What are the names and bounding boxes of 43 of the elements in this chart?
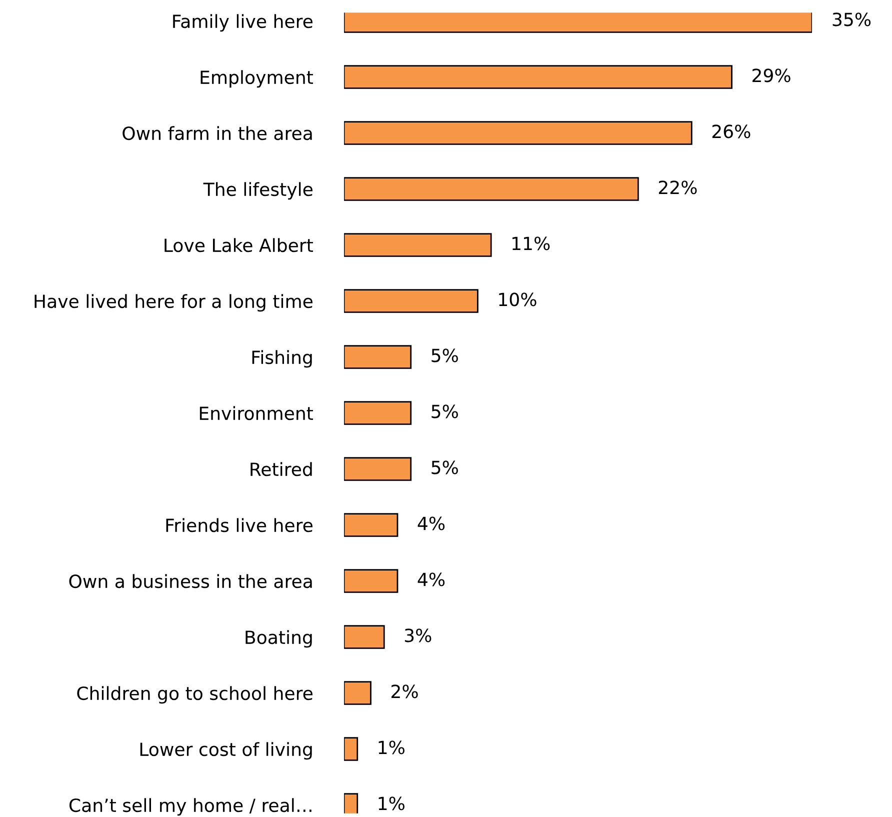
bar xyxy=(344,65,732,89)
bar xyxy=(344,401,412,425)
y-tick-label: Love Lake Albert xyxy=(164,238,314,252)
bar xyxy=(344,513,398,537)
y-tick-label: Own a business in the area xyxy=(69,574,312,588)
data-label: 22% xyxy=(658,180,697,194)
y-tick-label: Can’t sell my home / real… xyxy=(69,798,312,816)
bar xyxy=(344,233,492,257)
bar xyxy=(344,737,358,761)
y-tick-label: The lifestyle xyxy=(203,182,312,200)
y-tick-label: Children go to school here xyxy=(77,686,312,704)
bar xyxy=(344,177,639,201)
bar xyxy=(344,121,692,145)
data-label: 10% xyxy=(499,292,536,306)
y-tick-label: Retired xyxy=(250,462,312,476)
y-tick-label: Friends live here xyxy=(166,518,312,532)
y-tick-label: Own farm in the area xyxy=(122,126,312,140)
data-label: 1% xyxy=(378,740,404,754)
y-tick-label: Lower cost of living xyxy=(140,742,312,760)
bar xyxy=(344,625,385,649)
data-label: 4% xyxy=(418,572,445,586)
data-label: 5% xyxy=(432,460,458,474)
bar xyxy=(344,681,372,705)
data-label: 4% xyxy=(418,516,445,530)
data-label: 5% xyxy=(432,404,458,418)
data-label: 35% xyxy=(832,12,871,26)
bar xyxy=(344,457,412,481)
data-label: 26% xyxy=(712,124,750,138)
bar xyxy=(344,289,478,313)
bar xyxy=(344,345,412,369)
data-label: 3% xyxy=(404,628,432,642)
data-label: 2% xyxy=(392,684,418,698)
data-label: 11% xyxy=(512,236,550,250)
bar xyxy=(344,569,398,593)
y-tick-label: Have lived here for a long time xyxy=(34,294,312,312)
y-tick-label: Boating xyxy=(246,630,312,648)
data-label: 5% xyxy=(432,348,458,362)
y-tick-label: Environment xyxy=(200,406,314,420)
data-label: 1% xyxy=(378,796,404,810)
y-tick-label: Family live here xyxy=(173,14,312,32)
data-label: 29% xyxy=(752,68,790,82)
y-tick-label: Employment xyxy=(200,70,314,88)
y-tick-label: Fishing xyxy=(252,350,312,368)
